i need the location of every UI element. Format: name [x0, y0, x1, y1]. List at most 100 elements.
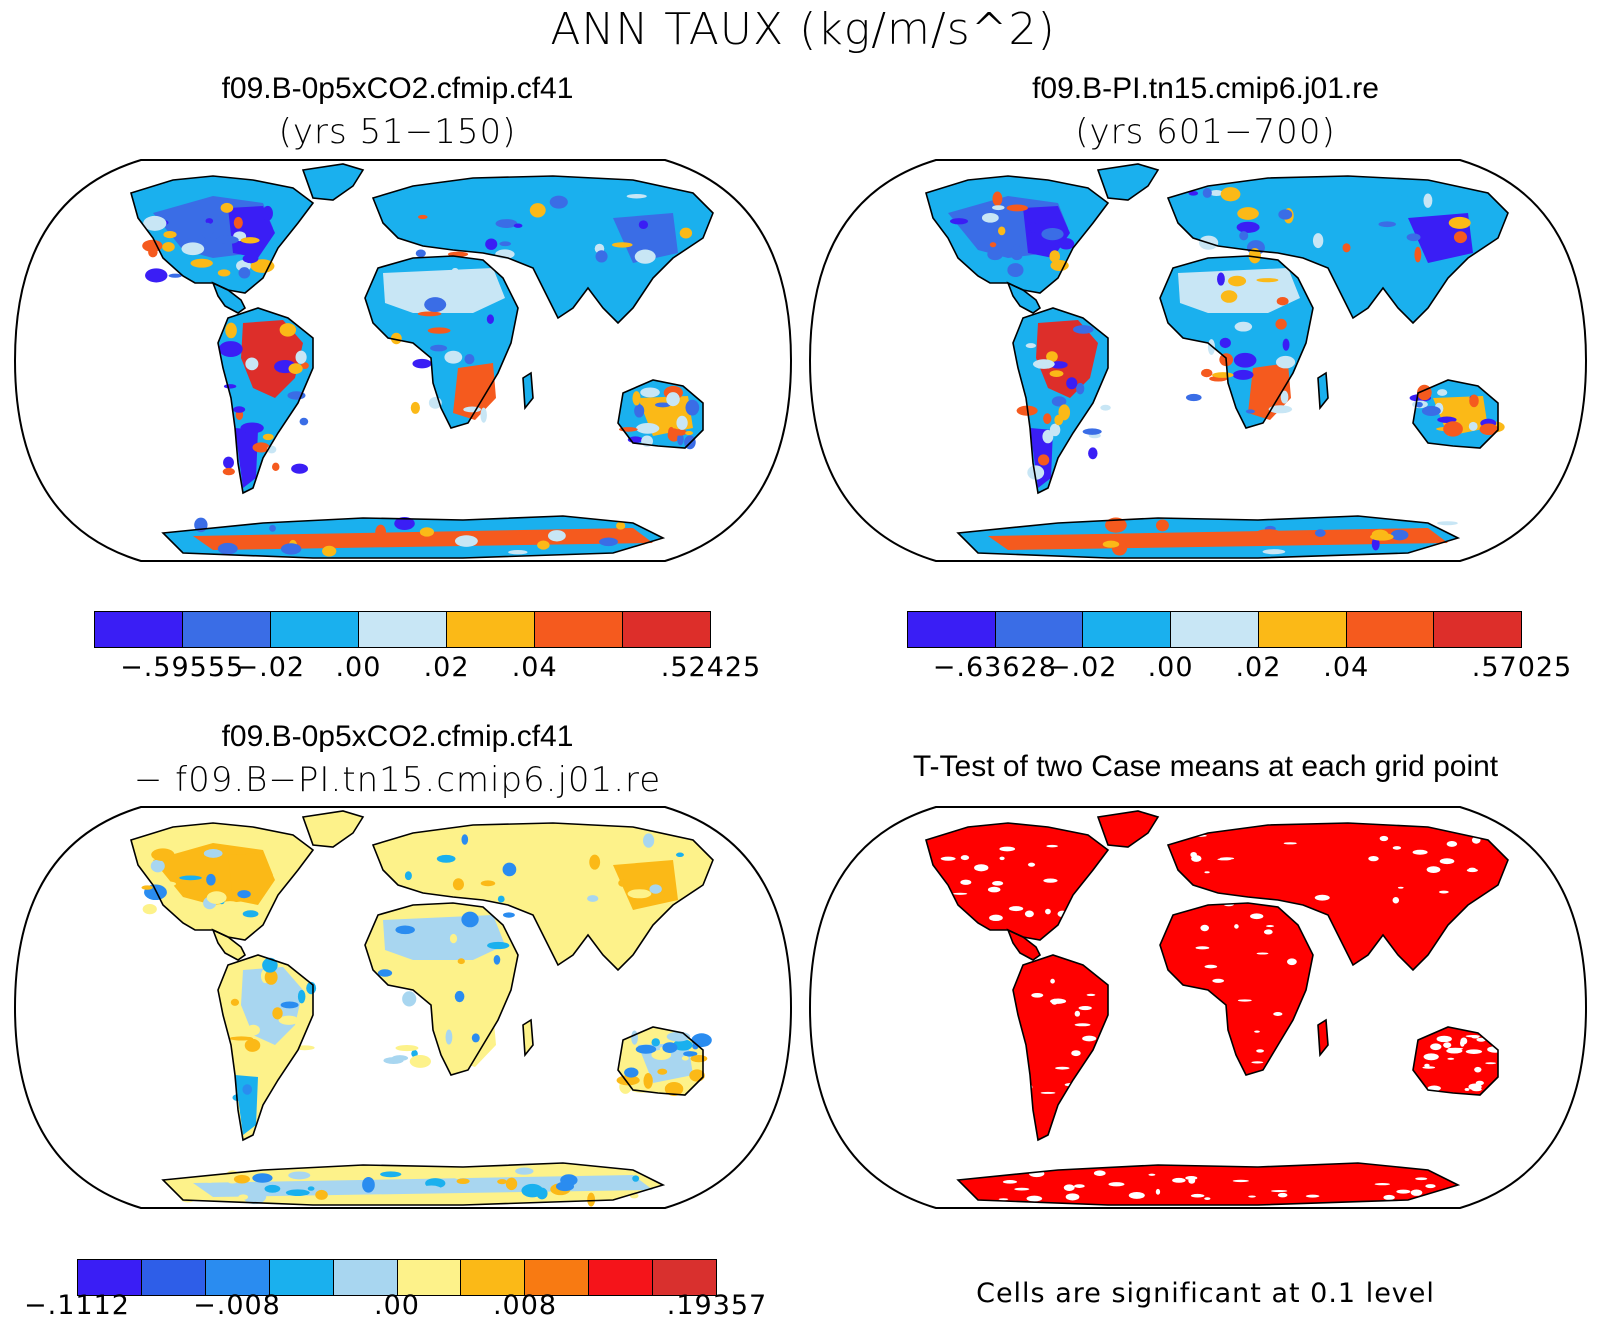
- coastline-madagascar: [522, 371, 534, 411]
- field-patch: [1188, 190, 1199, 196]
- field-patch: [636, 422, 660, 434]
- field-patch: [223, 384, 237, 389]
- colorbar-1-tick-label: .04: [511, 652, 558, 683]
- colorbar-2-swatch-4: [1258, 612, 1347, 647]
- field-patch: [683, 1051, 698, 1057]
- field-patch: [240, 237, 260, 244]
- coastline-africa: [364, 902, 519, 1076]
- field-patch: [1227, 301, 1250, 311]
- field-patch: [230, 998, 240, 1006]
- field-patch: [1093, 1170, 1106, 1176]
- colorbar-1-swatch-2: [271, 612, 359, 647]
- field-patch: [616, 1075, 640, 1086]
- field-patch: [632, 1175, 640, 1182]
- field-patch: [223, 456, 234, 469]
- field-patch: [989, 242, 997, 248]
- field-patch: [992, 880, 1004, 886]
- field-patch: [1037, 543, 1062, 550]
- field-patch: [272, 1007, 283, 1020]
- field-patch: [1086, 1077, 1100, 1080]
- land-eurasia: [1168, 823, 1508, 970]
- field-patch: [1371, 537, 1380, 551]
- field-patch: [424, 297, 447, 313]
- field-patch: [640, 387, 660, 398]
- field-patch: [618, 879, 629, 887]
- field-patch: [1190, 1193, 1205, 1198]
- ttest-significance-note: Cells are significant at 0.1 level: [976, 1278, 1435, 1309]
- coastline-na: [130, 175, 315, 294]
- field-patch: [430, 344, 448, 352]
- field-patch: [1014, 1187, 1030, 1191]
- field-patch: [643, 1073, 653, 1089]
- field-patch: [1058, 404, 1071, 421]
- field-patch: [664, 1081, 684, 1096]
- field-patch: [1071, 1050, 1081, 1057]
- field-patch: [987, 248, 1003, 261]
- field-patch: [998, 1198, 1009, 1201]
- field-patch: [163, 230, 177, 239]
- field-patch: [1370, 532, 1394, 541]
- colorbar-2-swatch-5: [1346, 612, 1435, 647]
- field-patch: [1425, 1184, 1436, 1189]
- field-patch: [589, 854, 601, 870]
- field-patch: [1219, 337, 1231, 349]
- field-patch: [1468, 421, 1478, 431]
- field-patch: [1443, 421, 1463, 437]
- field-patch: [1256, 529, 1281, 536]
- field-patch: [999, 846, 1016, 852]
- colorbar-3-tick-label: .19357: [666, 1290, 768, 1321]
- field-patch: [1172, 1177, 1186, 1183]
- field-patch: [415, 249, 426, 258]
- field-patch: [1217, 272, 1225, 286]
- field-patch: [677, 432, 684, 446]
- field-patch: [1447, 1057, 1455, 1060]
- field-patch: [1064, 1082, 1082, 1087]
- coastline-eurasia: [1166, 175, 1509, 325]
- map-panel-1: [13, 159, 793, 562]
- field-patch: [1487, 1046, 1504, 1053]
- field-patch: [974, 864, 989, 872]
- panel2-title: f09.B-PI.tn15.cmip6.j01.re: [1032, 72, 1379, 105]
- colorbar-3-ticks: −.1112 −.008 .00 .008 .19357: [24, 1290, 766, 1326]
- field-patch: [454, 990, 465, 1003]
- colorbar-2: [907, 611, 1522, 648]
- field-patch: [1283, 842, 1297, 845]
- field-patch: [220, 901, 240, 909]
- field-patch: [1095, 1048, 1109, 1055]
- field-patch: [1437, 521, 1458, 526]
- field-patch: [463, 406, 481, 413]
- field-patch: [1368, 856, 1379, 862]
- field-patch: [690, 1054, 708, 1063]
- field-patch: [952, 892, 968, 895]
- field-patch: [635, 1044, 657, 1054]
- field-patch: [587, 895, 599, 902]
- field-patch: [1468, 1083, 1482, 1091]
- field-patch: [410, 401, 420, 414]
- field-patch: [587, 1192, 596, 1207]
- field-patch: [238, 1194, 249, 1200]
- land-madagascar: [1318, 373, 1328, 408]
- field-patch: [1268, 405, 1293, 414]
- colorbar-1: [94, 611, 711, 648]
- field-patch: [487, 941, 510, 950]
- coastline-australia: [1412, 1026, 1499, 1096]
- field-patch: [691, 1033, 712, 1048]
- field-patch: [1219, 857, 1235, 860]
- field-patch: [1239, 231, 1249, 241]
- field-patch: [1199, 1022, 1207, 1028]
- field-patch: [246, 1024, 260, 1036]
- colorbar-3-tick-label: .008: [492, 1290, 558, 1321]
- field-patch: [1026, 1195, 1043, 1202]
- field-patch: [1443, 1042, 1452, 1049]
- field-patch: [555, 1181, 575, 1192]
- field-patch: [380, 1171, 402, 1178]
- field-patch: [1043, 413, 1052, 425]
- colorbar-1-tick-label: .52425: [660, 652, 762, 683]
- field-patch: [299, 417, 309, 426]
- field-patch: [549, 195, 568, 209]
- land-africa: [1160, 903, 1313, 1075]
- coastline-sa: [217, 954, 314, 1142]
- field-patch: [375, 524, 387, 541]
- field-patch: [427, 327, 451, 334]
- field-patch: [1430, 1043, 1442, 1051]
